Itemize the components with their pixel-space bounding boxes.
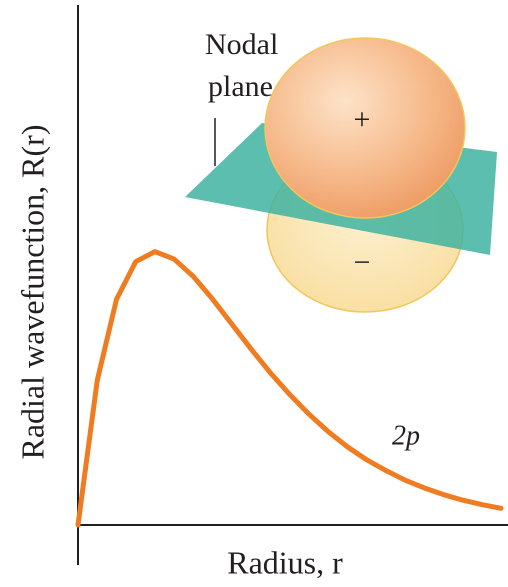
annotation: + — [354, 103, 371, 136]
annotation: Nodal — [205, 28, 278, 61]
chart: Nodal plane + − Radius, r Radial wavefun… — [0, 0, 508, 587]
annotation: plane — [208, 70, 273, 103]
series-label: 2p — [392, 420, 420, 451]
x-axis-label: Radius, r — [227, 544, 343, 580]
line-series — [78, 252, 501, 525]
y-axis-label: Radial wavefunction, R(r) — [14, 125, 50, 460]
annotation: − — [354, 246, 371, 279]
